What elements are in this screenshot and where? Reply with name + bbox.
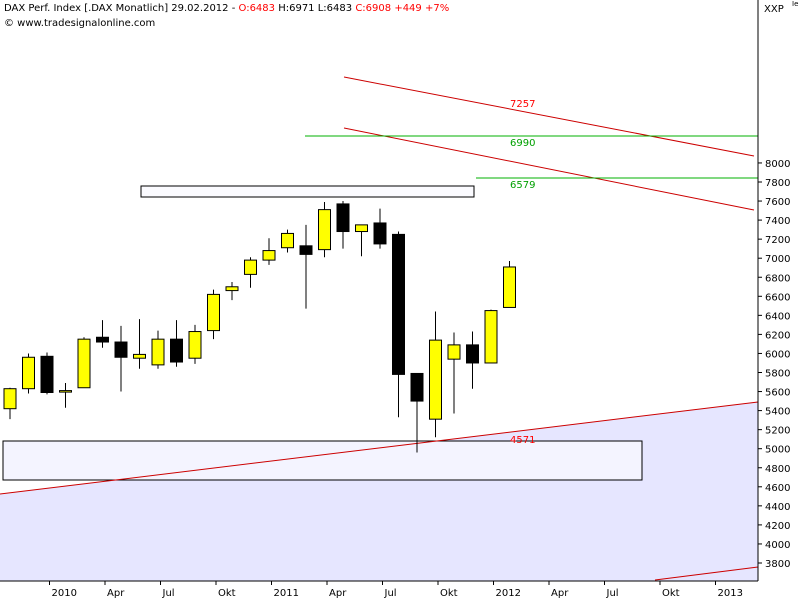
rising-trendline (0, 401, 759, 495)
y-tick-label: 4000 (765, 540, 790, 551)
y-tick-label: 4400 (765, 502, 790, 513)
y-tick-label: 5000 (765, 445, 790, 456)
y-tick-label: 7600 (765, 197, 790, 208)
y-tick-label: 8000 (765, 159, 790, 170)
y-tick-label: 4600 (765, 483, 790, 494)
trendline-layer (0, 76, 759, 581)
lower-trendline (654, 566, 759, 581)
y-tick-label: 7000 (765, 254, 790, 265)
y-tick-label: 5400 (765, 407, 790, 418)
candle[interactable] (59, 390, 72, 393)
support-zone-fill (0, 402, 758, 581)
x-tick-label: Okt (440, 588, 458, 599)
level-lower-label: 6579 (510, 180, 535, 191)
x-tick-label: 2011 (274, 588, 299, 599)
x-tick-label: Apr (551, 588, 569, 599)
y-tick-label: 5600 (765, 388, 790, 399)
x-tick-label: 2010 (52, 588, 77, 599)
x-tick-label: 2012 (496, 588, 521, 599)
candle[interactable] (447, 344, 461, 360)
header-high: H:6971 (278, 3, 315, 14)
watermark: © www.tradesignalonline.com (4, 18, 156, 29)
candle[interactable] (373, 222, 387, 245)
x-tick-label: Jul (384, 588, 397, 599)
support-label: 4571 (510, 435, 535, 446)
resistance-label: 7257 (510, 99, 535, 110)
y-tick-label: 6800 (765, 273, 790, 284)
x-tick-label: Apr (329, 588, 347, 599)
candle[interactable] (225, 286, 239, 292)
candle[interactable] (299, 245, 313, 255)
candle[interactable] (355, 224, 368, 233)
candle[interactable] (484, 310, 498, 364)
y-tick-label: 4800 (765, 464, 790, 475)
y-tick-label: 5800 (765, 369, 790, 380)
candle[interactable] (170, 338, 183, 363)
header-close: C:6908 (355, 3, 392, 14)
x-tick-label: Okt (662, 588, 680, 599)
candle[interactable] (318, 209, 331, 251)
chart-header: DAX Perf. Index [.DAX Monatlich] 29.02.2… (4, 3, 449, 14)
support-box (2, 440, 643, 481)
channel-lower-line (343, 127, 755, 211)
y-tick-label: 6000 (765, 349, 790, 360)
annotation-layer: 7257 6990 6579 4571 (510, 99, 535, 446)
zone-layer (0, 185, 758, 581)
level-upper-label: 6990 (510, 138, 535, 149)
x-tick-label: Apr (107, 588, 125, 599)
consolidation-box (140, 185, 475, 198)
y-tick-label: 6200 (765, 330, 790, 341)
candle[interactable] (281, 232, 294, 249)
x-tick-label: 2013 (718, 588, 743, 599)
header-instrument: DAX Perf. Index [.DAX Monatlich] 29.02.2… (4, 3, 239, 14)
y-tick-label: 7800 (765, 178, 790, 189)
candle[interactable] (503, 266, 516, 308)
candle[interactable] (392, 233, 405, 375)
corner-mark: Ie (792, 0, 799, 8)
candle[interactable] (40, 355, 54, 394)
y-tick-label: 6400 (765, 311, 790, 322)
y-tick-label: 6600 (765, 292, 790, 303)
symbol-label: XXP (764, 4, 784, 15)
header-change-pct: +7% (424, 3, 450, 14)
candle[interactable] (151, 338, 165, 366)
x-tick-label: Jul (606, 588, 619, 599)
header-open: O:6483 (238, 3, 276, 14)
candle[interactable] (188, 331, 202, 359)
y-tick-label: 4200 (765, 521, 790, 532)
y-tick-label: 3800 (765, 559, 790, 570)
header-low: L:6483 (317, 3, 353, 14)
candle[interactable] (336, 203, 350, 233)
candles-layer (3, 201, 516, 453)
y-tick-label: 7400 (765, 216, 790, 227)
candle[interactable] (466, 344, 479, 364)
candle[interactable] (207, 293, 220, 332)
channel-upper-line (343, 76, 755, 157)
candle[interactable] (262, 250, 276, 261)
candle[interactable] (410, 372, 424, 402)
x-tick-label: Okt (218, 588, 236, 599)
candle[interactable] (133, 353, 146, 359)
candle[interactable] (96, 336, 109, 343)
y-tick-label: 7200 (765, 235, 790, 246)
y-tick-label: 5200 (765, 426, 790, 437)
candle[interactable] (3, 388, 17, 410)
candle[interactable] (244, 259, 257, 275)
candle[interactable] (114, 341, 128, 358)
x-tick-label: Jul (162, 588, 175, 599)
candle[interactable] (22, 356, 35, 390)
candle[interactable] (77, 338, 91, 389)
candle[interactable] (429, 339, 442, 420)
header-change: +449 (394, 3, 422, 14)
